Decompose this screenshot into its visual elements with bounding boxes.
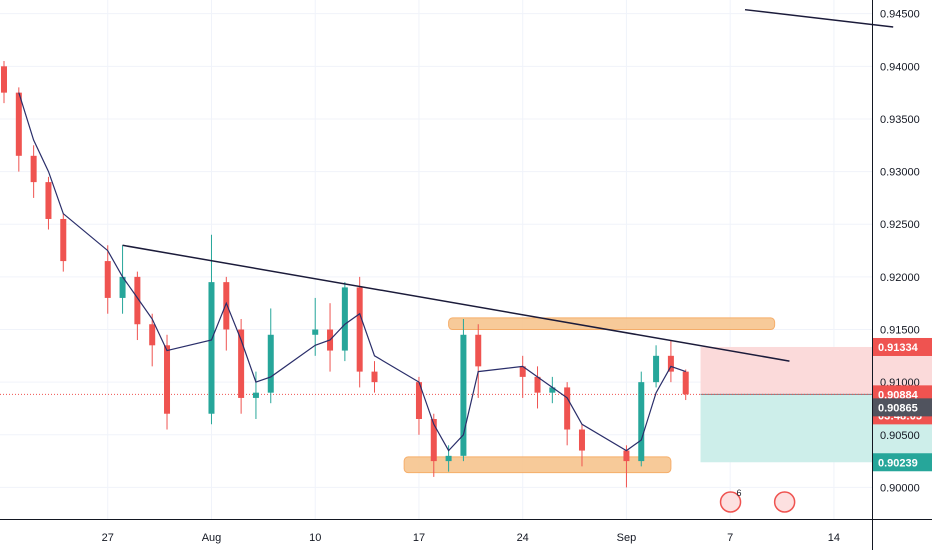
y-tick-label: 0.94500: [880, 9, 920, 21]
candle-body: [356, 287, 363, 372]
candle-body: [623, 450, 630, 462]
x-tick-label: 17: [413, 532, 425, 544]
position-price-label: 0.90865: [878, 402, 918, 414]
economic-event-badge-1[interactable]: [719, 491, 742, 513]
y-tick-label: 0.91500: [880, 325, 920, 337]
candle-body: [238, 329, 245, 398]
support-zone[interactable]: [403, 456, 672, 474]
event-badge-count: 6: [737, 488, 742, 498]
y-tick-label: 0.90500: [880, 430, 920, 442]
candle-body: [223, 282, 230, 330]
candle-body: [549, 387, 556, 393]
y-tick-label: 0.92000: [880, 272, 920, 284]
candle-body: [475, 334, 482, 367]
current-price-label: 0.90884: [878, 389, 919, 401]
stop-price-label: 0.91334: [878, 342, 919, 354]
moving-average-path: [18, 92, 686, 452]
event-badges[interactable]: 6: [719, 488, 796, 513]
candle-body: [430, 418, 437, 462]
x-tick-label: 27: [102, 532, 114, 544]
candle-body: [45, 182, 52, 219]
x-tick-label: 7: [727, 532, 733, 544]
candle-body: [30, 155, 37, 183]
candle-body: [15, 92, 22, 156]
candle-body: [312, 329, 319, 335]
target-price-label-bg: [873, 453, 932, 472]
upper-trendline[interactable]: [744, 8, 894, 28]
candle-body: [653, 355, 660, 383]
descending-trendline[interactable]: [122, 244, 790, 362]
candle-body: [134, 276, 141, 325]
stop-price-label-bg: [873, 337, 932, 356]
candle-body: [460, 334, 467, 456]
moving-average-line: [18, 92, 686, 452]
target-price-label: 0.90239: [878, 457, 918, 469]
zones[interactable]: [403, 317, 776, 474]
candle-body: [519, 366, 526, 377]
candle-body: [104, 261, 111, 298]
x-tick-label: 14: [828, 532, 840, 544]
x-tick-label: Aug: [202, 532, 222, 544]
candle-body: [445, 455, 452, 462]
candle-body: [638, 382, 645, 462]
x-tick-label: Sep: [617, 532, 637, 544]
candle-body: [667, 355, 674, 372]
y-tick-label: 0.90000: [880, 482, 920, 494]
economic-event-badge-2[interactable]: [773, 491, 796, 513]
candle-body: [578, 429, 585, 451]
x-tick-label: 24: [517, 532, 529, 544]
candle-body: [119, 276, 126, 298]
candle-body: [267, 334, 274, 393]
resistance-zone[interactable]: [448, 317, 776, 331]
candle-body: [252, 392, 259, 398]
x-tick-label: 10: [309, 532, 321, 544]
y-tick-label: 0.94000: [880, 61, 920, 73]
candle-body: [564, 387, 571, 430]
candle-body: [149, 324, 156, 346]
candle-body: [534, 376, 541, 393]
position-price-label-bg: [873, 398, 932, 417]
candle-body: [208, 282, 215, 414]
y-tick-label: 0.92500: [880, 219, 920, 231]
candle-body: [164, 345, 171, 414]
candlesticks: [1, 61, 689, 488]
candle-body: [371, 371, 378, 383]
y-tick-label: 0.93000: [880, 167, 920, 179]
candle-body: [415, 382, 422, 419]
candle-body: [682, 371, 689, 395]
y-tick-label: 0.93500: [880, 114, 920, 126]
trendlines[interactable]: [122, 8, 894, 362]
candle-body: [60, 218, 67, 262]
candle-body: [1, 66, 7, 93]
candle-body: [341, 287, 348, 351]
